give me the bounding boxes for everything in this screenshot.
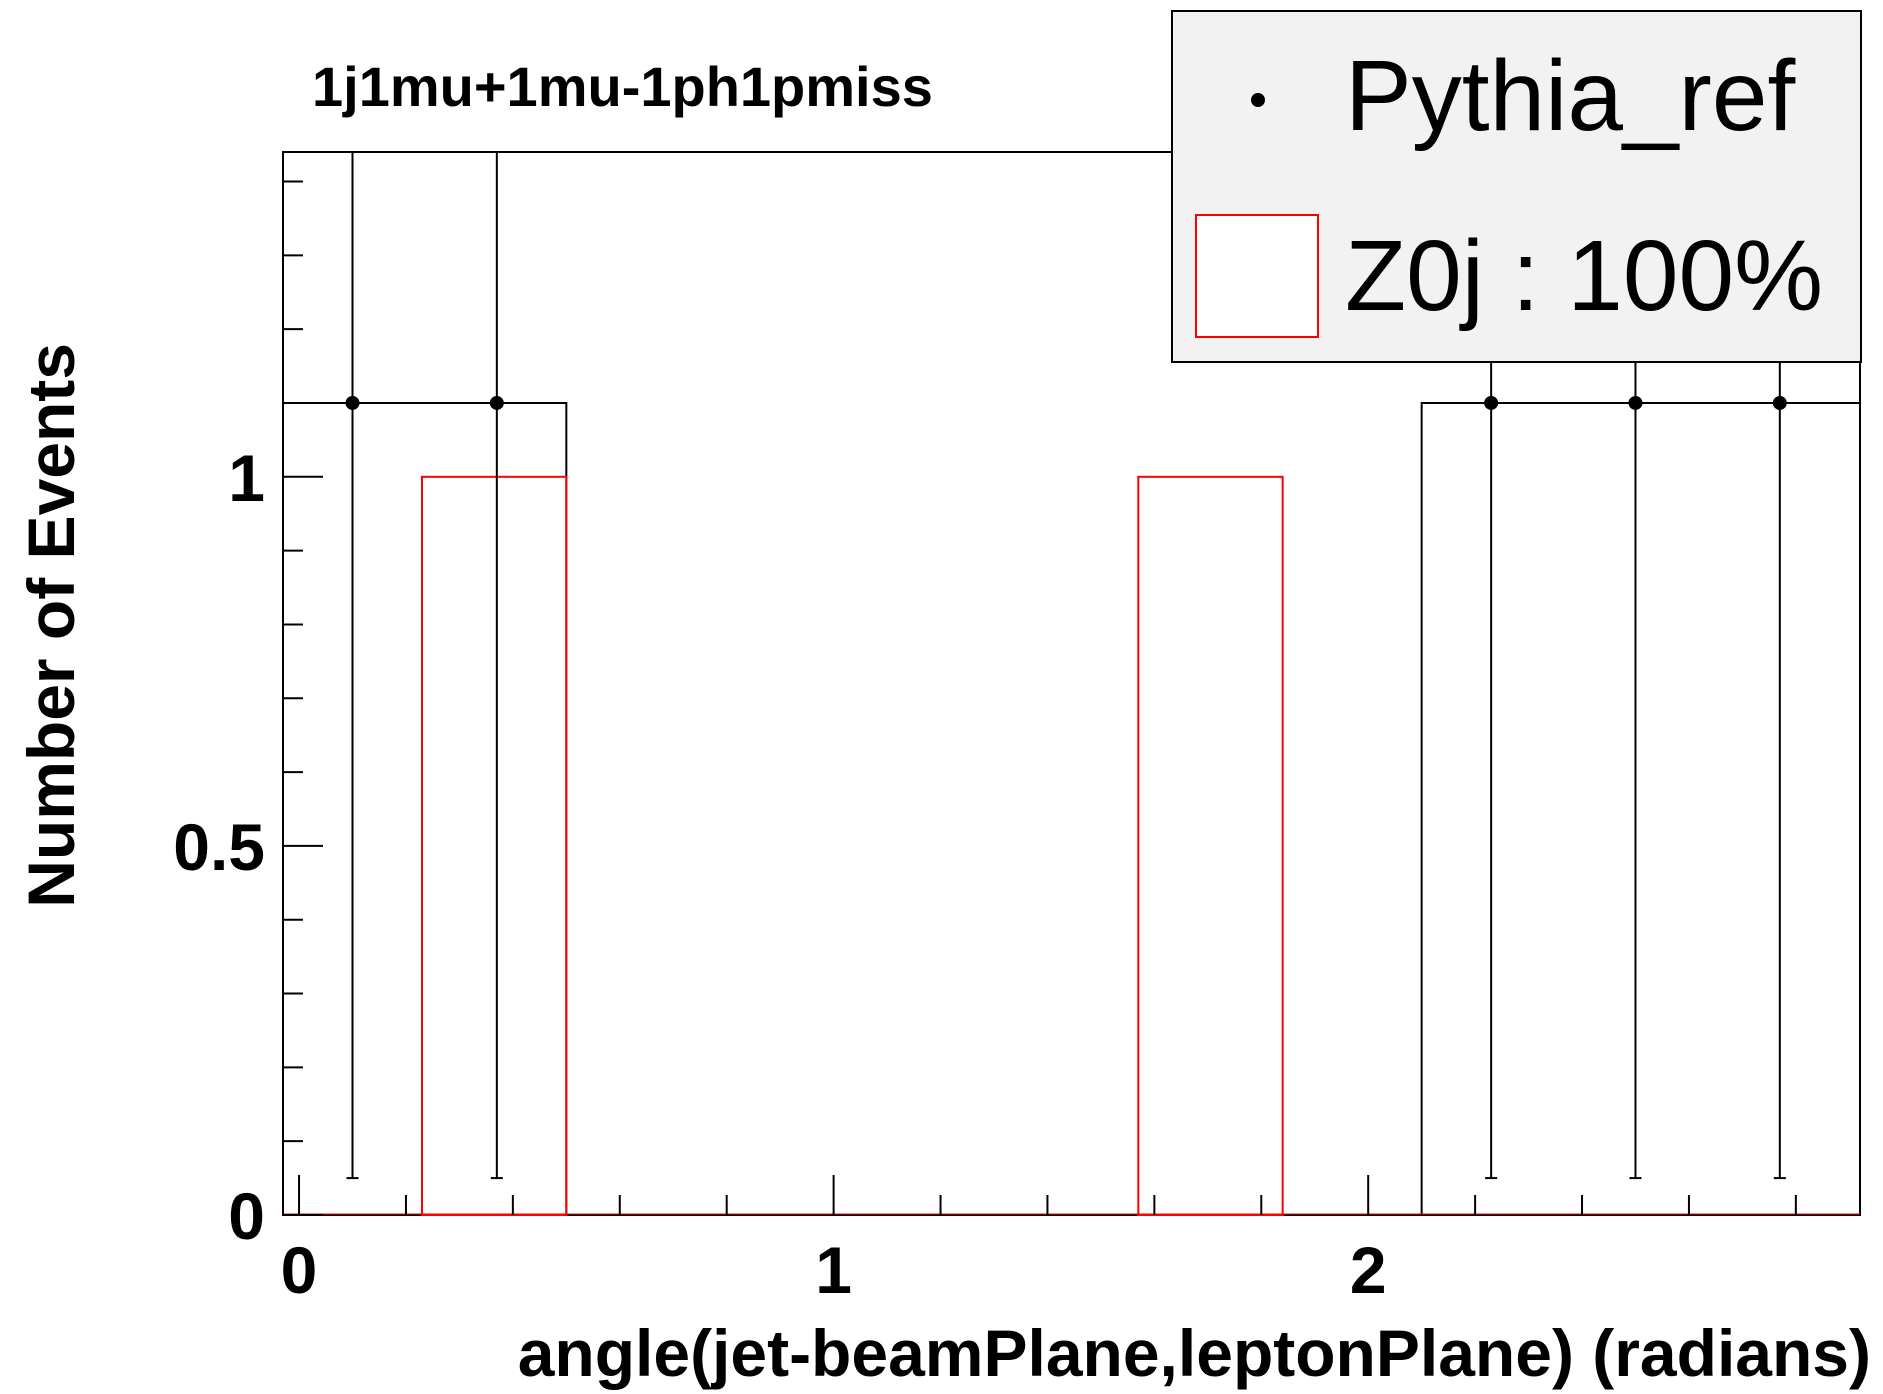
y-axis-label: Number of Events <box>14 343 88 908</box>
y-tick-label: 0.5 <box>173 810 265 884</box>
pythia-point-2 <box>1484 395 1499 410</box>
x-tick-label: 1 <box>815 1233 852 1307</box>
legend-red-box-icon <box>1195 214 1319 338</box>
axis-layer: 0 0.5 1 0 1 2 <box>173 180 1797 1307</box>
y-tick-label: 1 <box>228 441 265 515</box>
x-tick-label: 2 <box>1350 1233 1387 1307</box>
legend: Pythia_ref Z0j : 100% <box>1171 10 1862 363</box>
pythia-point-1 <box>489 395 504 410</box>
y-tick-label: 0 <box>228 1179 265 1253</box>
pythia-point-3 <box>1628 395 1643 410</box>
legend-label-z0j: Z0j : 100% <box>1345 220 1823 332</box>
x-axis-label: angle(jet-beamPlane,leptonPlane) (radian… <box>518 1316 1871 1390</box>
chart-title: 1j1mu+1mu-1ph1pmiss <box>312 55 933 118</box>
z0j-bin-1 <box>1137 475 1284 1216</box>
legend-label-pythia-ref: Pythia_ref <box>1345 40 1795 152</box>
pythia-point-0 <box>345 395 360 410</box>
legend-dot-icon <box>1251 93 1265 107</box>
x-tick-label: 0 <box>281 1233 318 1307</box>
pythia-point-4 <box>1772 395 1787 410</box>
z0j-bin-0 <box>420 475 568 1216</box>
